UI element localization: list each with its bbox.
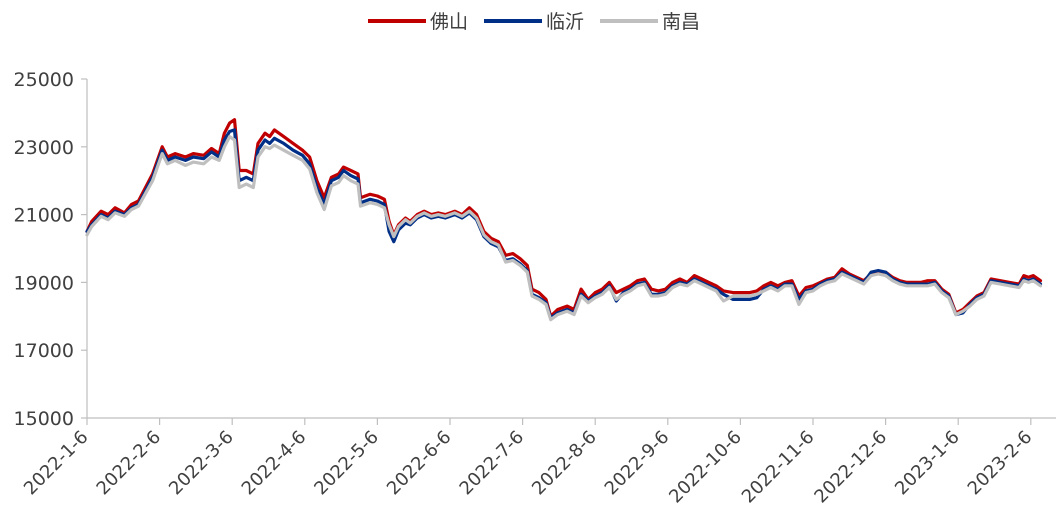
x-tick-label: 2022-10-6 xyxy=(665,427,746,508)
x-tick-label: 2022-7-6 xyxy=(456,427,529,500)
x-tick-label: 2022-4-6 xyxy=(238,427,311,500)
plot-area xyxy=(85,118,1043,322)
y-tick-label: 23000 xyxy=(14,137,74,159)
x-tick-label: 2022-12-6 xyxy=(810,427,891,508)
legend-label-3: 南昌 xyxy=(662,11,700,33)
legend-label-2: 临沂 xyxy=(546,11,584,33)
x-tick-label: 2022-1-6 xyxy=(20,427,93,500)
x-tick-label: 2022-6-6 xyxy=(383,427,456,500)
legend: 佛山 临沂 南昌 xyxy=(368,11,700,33)
x-tick-label: 2022-2-6 xyxy=(93,427,166,500)
y-tick-label: 19000 xyxy=(14,272,74,294)
x-tick-label: 2022-9-6 xyxy=(601,427,674,500)
y-tick-label: 17000 xyxy=(14,340,74,362)
y-tick-label: 25000 xyxy=(14,69,74,91)
series-line-2 xyxy=(85,128,1043,320)
x-axis: 2022-1-6 2022-2-6 2022-3-6 2022-4-6 2022-5-6… xyxy=(20,417,1056,508)
series-line-1 xyxy=(85,118,1043,318)
x-tick-label: 2023-1-6 xyxy=(891,427,964,500)
x-tick-label: 2022-3-6 xyxy=(165,427,238,500)
x-tick-label: 2022-8-6 xyxy=(528,427,601,500)
series-line-3 xyxy=(85,135,1043,322)
y-tick-label: 15000 xyxy=(14,408,74,430)
y-axis: 15000 17000 19000 21000 23000 25000 xyxy=(14,69,88,430)
x-tick-label: 2023-2-6 xyxy=(964,427,1037,500)
x-tick-label: 2022-11-6 xyxy=(738,427,819,508)
legend-label-1: 佛山 xyxy=(430,11,468,33)
y-tick-label: 21000 xyxy=(14,205,74,227)
x-tick-label: 2022-5-6 xyxy=(310,427,383,500)
